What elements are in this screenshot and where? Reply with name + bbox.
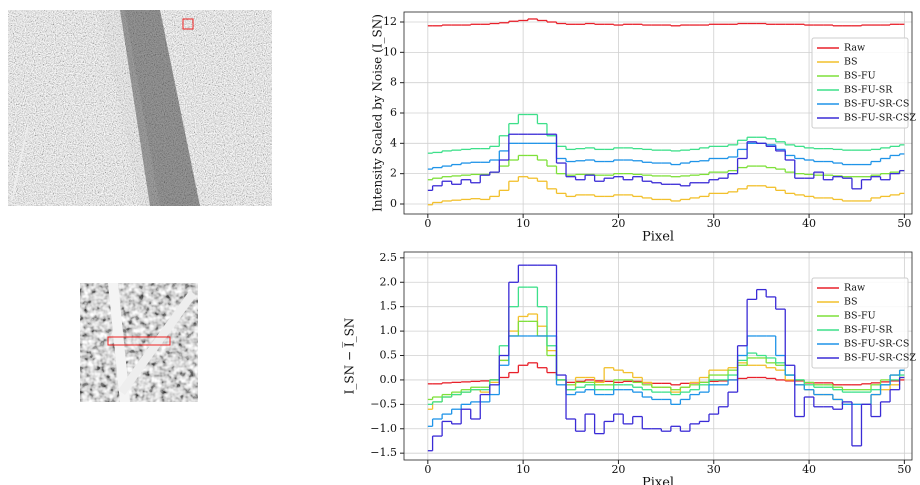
- y-tick-label: −1.0: [370, 422, 397, 435]
- line-chart: 0 10 20 30 40 50 −1.5 −1.0 −0.5 0.0 0.5 1.0 1.5 2.0 2.…: [341, 251, 916, 485]
- y-tick-label: 2.5: [380, 251, 398, 264]
- legend-label: BS: [844, 57, 858, 68]
- x-tick-label: 0: [424, 463, 431, 476]
- y-tick-label: −0.5: [370, 397, 397, 410]
- y-tick-label: 4: [390, 136, 397, 149]
- y-axis-label: I_SN − I̅_SN: [341, 318, 356, 395]
- y-axis-label: Intensity Scaled by Noise (I_SN): [371, 14, 385, 212]
- x-tick-label: 40: [802, 217, 816, 230]
- line-chart: 0 10 20 30 40 50 0 2 4 6 8 10 12 Pixel Intensity Scale…: [371, 11, 916, 245]
- legend-label: BS-FU-SR-CS: [844, 339, 909, 350]
- x-tick-label: 20: [611, 463, 625, 476]
- y-tick-label: 8: [390, 76, 397, 89]
- plot-frame: [403, 251, 913, 461]
- legend-label: BS-FU-SR: [844, 325, 893, 336]
- legend-label: BS-FU: [844, 71, 876, 82]
- x-tick-label: 30: [707, 217, 721, 230]
- y-tick-label: 10: [383, 45, 397, 58]
- y-tick-label: 2.0: [380, 275, 398, 288]
- x-axis-label: Pixel: [642, 476, 674, 485]
- legend-label: BS-FU-SR: [844, 85, 893, 96]
- x-axis-label: Pixel: [642, 230, 674, 245]
- x-tick-label: 50: [897, 463, 911, 476]
- y-tick-label: 1.5: [380, 300, 398, 313]
- y-tick-label: 6: [390, 106, 397, 119]
- x-tick-label: 0: [424, 217, 431, 230]
- legend-label: BS-FU-SR-CSZ: [844, 353, 916, 364]
- y-tick-label: 12: [383, 15, 397, 28]
- x-tick-label: 50: [897, 217, 911, 230]
- plot-frame: [403, 11, 913, 215]
- sonar-image: [8, 10, 272, 207]
- legend-label: BS-FU: [844, 311, 876, 322]
- x-tick-label: 10: [516, 217, 530, 230]
- x-tick-label: 40: [802, 463, 816, 476]
- legend-box: [811, 37, 909, 129]
- zoom-image: [80, 283, 198, 402]
- legend: Raw BS BS-FU BS-FU-SR BS-FU-SR-CS BS-FU-SR-CS…: [811, 277, 916, 369]
- y-tick-label: −1.5: [370, 446, 397, 459]
- legend-label: BS: [844, 297, 858, 308]
- legend-label: BS-FU-SR-CSZ: [844, 113, 916, 124]
- legend: Raw BS BS-FU BS-FU-SR BS-FU-SR-CS BS-FU-SR-CS…: [811, 37, 916, 129]
- x-tick-label: 10: [516, 463, 530, 476]
- y-tick-label: 0: [390, 197, 397, 210]
- y-tick-label: 0.0: [380, 373, 398, 386]
- y-tick-label: 0.5: [380, 349, 398, 362]
- x-tick-label: 20: [611, 217, 625, 230]
- legend-box: [811, 277, 909, 369]
- y-tick-label: 1.0: [380, 324, 398, 337]
- legend-label: Raw: [844, 283, 865, 294]
- legend-label: BS-FU-SR-CS: [844, 99, 909, 110]
- x-tick-label: 30: [707, 463, 721, 476]
- y-tick-label: 2: [390, 167, 397, 180]
- legend-label: Raw: [844, 43, 865, 54]
